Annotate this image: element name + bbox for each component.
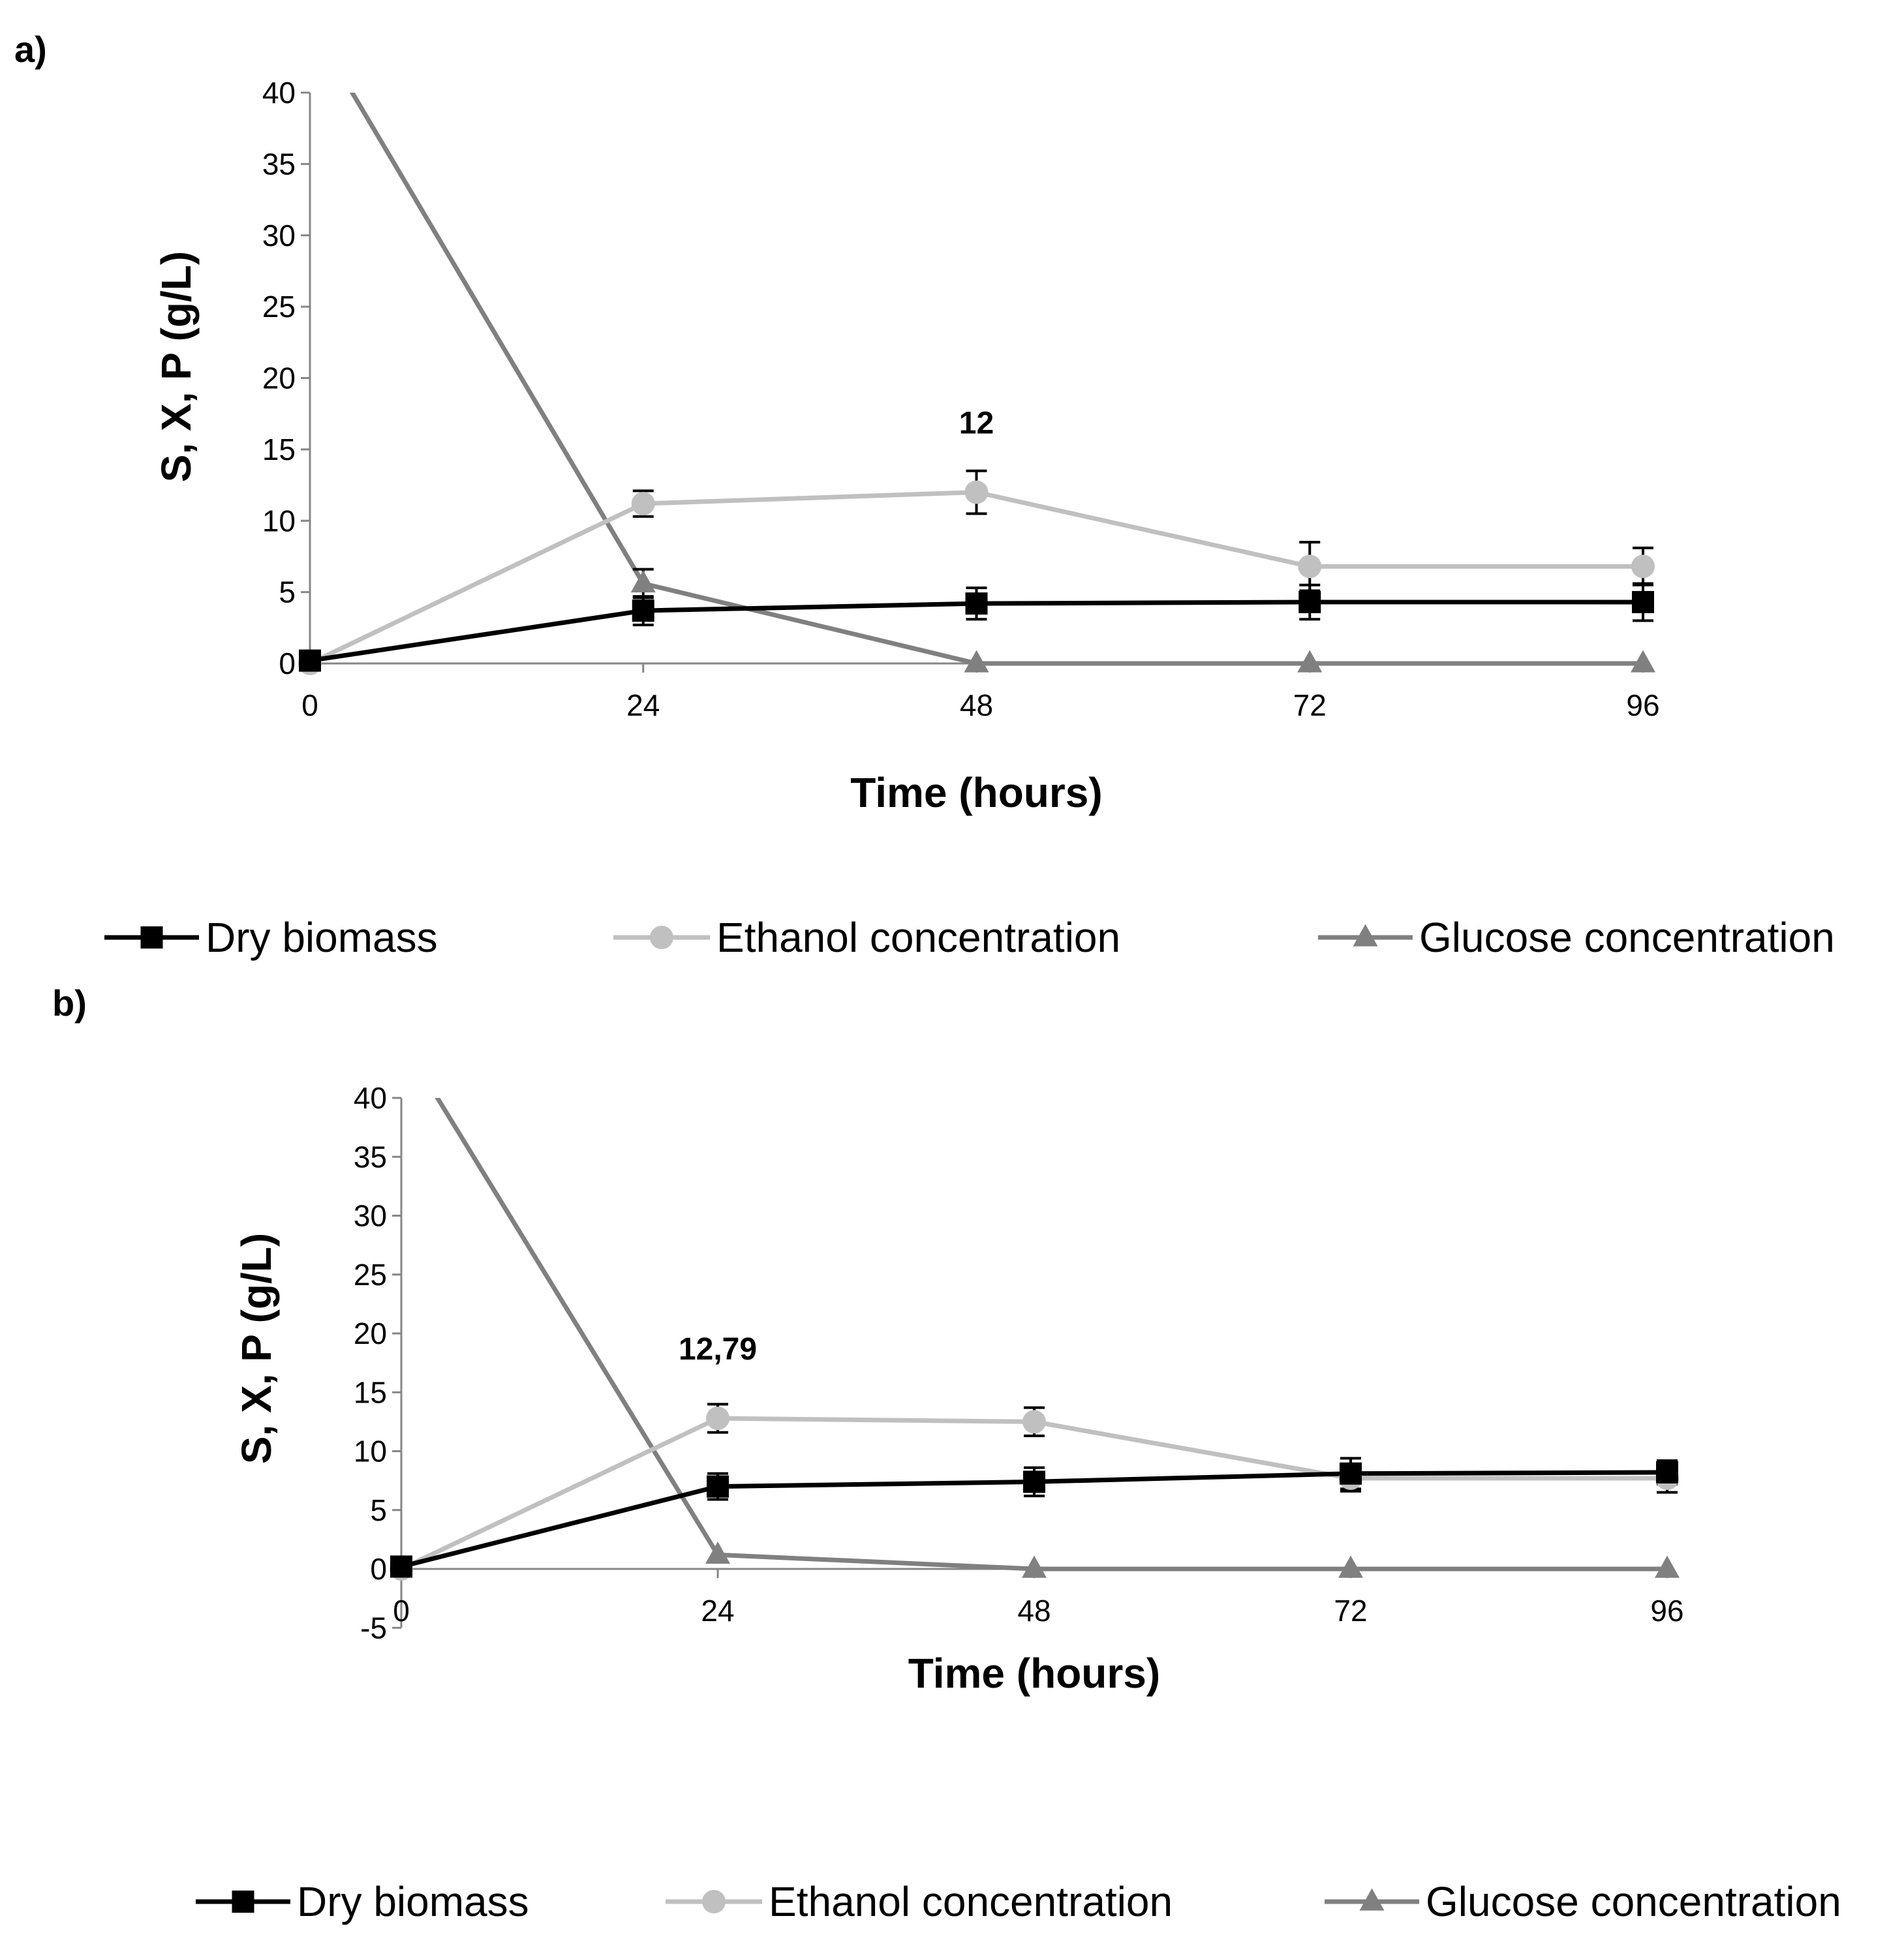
series-circle [309,490,1643,666]
data-point [1631,555,1655,579]
data-point [1655,1555,1680,1578]
y-tick-label: 0 [279,646,296,680]
legend-marker [650,926,673,949]
y-tick-label: 40 [354,1081,387,1115]
x-tick-label: 24 [626,688,660,722]
x-tick-label: 24 [701,1594,734,1628]
data-point [964,650,989,673]
data-point [1297,650,1323,673]
legend-label: Ethanol concentration [716,914,1120,961]
y-tick-label: 20 [354,1316,387,1350]
data-point [965,592,988,615]
legend-label: Ethanol concentration [769,1878,1173,1925]
data-point [1656,1461,1678,1483]
x-axis-title: Time (hours) [850,769,1102,816]
data-point [1338,1555,1363,1578]
legend: Dry biomass Ethanol concentration Glucose … [104,914,1835,961]
x-tick-label: 0 [393,1594,410,1628]
peak-annotation: 12,79 [679,1332,757,1367]
data-point [631,492,655,515]
data-point [632,600,654,622]
x-tick-label: 96 [1650,1594,1683,1628]
x-tick-label: 72 [1293,688,1327,722]
x-tick-label: 72 [1334,1594,1367,1628]
markers-square [390,1461,1678,1578]
data-point [964,480,989,504]
panel-label: a) [14,29,47,70]
x-tick-label: 48 [960,688,993,722]
data-point [299,649,321,672]
data-point [1298,590,1321,613]
y-tick-label: 15 [354,1375,387,1409]
y-tick-label: 40 [262,76,296,110]
x-axis-title: Time (hours) [908,1650,1160,1697]
legend-marker [232,1891,254,1913]
y-tick-label: 25 [354,1258,387,1292]
legend-label: Dry biomass [297,1878,529,1925]
legend-label: Glucose concentration [1419,914,1835,961]
panel-label: b) [52,982,87,1024]
data-point [705,1541,730,1564]
y-tick-label: 35 [354,1140,387,1174]
markers-triangle [705,1541,1680,1578]
data-point [1022,1410,1046,1434]
data-point [1340,1462,1362,1485]
y-tick-label: 30 [354,1199,387,1233]
data-point [707,1475,729,1498]
y-tick-label: 15 [262,433,296,466]
data-point [1022,1555,1047,1578]
x-tick-label: 96 [1626,688,1659,722]
data-point [390,1555,412,1578]
data-point [1631,650,1655,673]
legend-marker [702,1890,726,1913]
y-tick-label: 5 [279,575,296,609]
data-point [1023,1470,1045,1493]
y-tick-label: 10 [262,504,296,538]
legend-label: Dry biomass [206,914,438,961]
legend-label: Glucose concentration [1426,1878,1841,1925]
data-point [706,1406,729,1431]
chart-panel-a: a) 0 5 10 15 20 25 30 35 40 0 24 48 72 96 Time (hours) S… [14,29,1835,961]
y-tick-label: -5 [360,1611,387,1645]
legend-marker [1359,1888,1385,1911]
series-line [309,490,1643,666]
y-axis-title: S, X, P (g/L) [233,1233,280,1464]
y-tick-label: 20 [262,361,296,395]
data-point [630,570,656,593]
y-tick-label: 35 [262,147,296,181]
data-point [1632,590,1654,613]
x-tick-label: 0 [301,688,318,722]
chart-panels: a) 0 5 10 15 20 25 30 35 40 0 24 48 72 96 Time (hours) S… [14,29,1841,1925]
legend-marker [1353,924,1378,947]
y-tick-label: 25 [262,290,296,324]
y-tick-label: 30 [262,219,296,252]
y-tick-label: 0 [370,1552,387,1586]
y-tick-label: 5 [370,1493,387,1527]
markers-triangle [630,570,1655,673]
y-tick-label: 10 [354,1435,387,1468]
data-point [1298,555,1322,579]
legend-marker [140,926,163,949]
markers-square [299,590,1654,672]
y-axis-title: S, X, P (g/L) [153,251,200,482]
x-tick-label: 48 [1017,1594,1051,1628]
peak-annotation: 12 [959,406,994,441]
legend: Dry biomass Ethanol concentration Glucose … [196,1878,1841,1925]
